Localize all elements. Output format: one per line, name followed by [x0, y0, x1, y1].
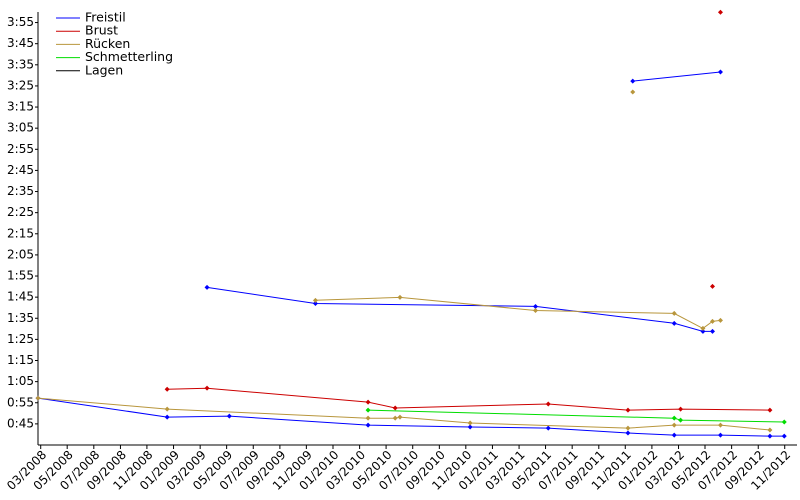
- point: [392, 405, 398, 411]
- point: [671, 432, 677, 438]
- point: [781, 419, 787, 425]
- point: [700, 325, 706, 331]
- point: [678, 406, 684, 412]
- point: [671, 310, 677, 316]
- point: [164, 386, 170, 392]
- series-line: [368, 409, 785, 423]
- point: [467, 424, 473, 430]
- point: [545, 401, 551, 407]
- point: [700, 328, 706, 334]
- point: [164, 414, 170, 420]
- y-tick-label: 2:45: [7, 163, 34, 177]
- point: [164, 406, 170, 412]
- legend-label: Rücken: [85, 36, 130, 51]
- point: [709, 283, 715, 289]
- point: [392, 415, 398, 421]
- point: [671, 415, 677, 421]
- point: [365, 407, 371, 413]
- y-tick-label: 1:35: [7, 311, 34, 325]
- point: [767, 427, 773, 433]
- point: [709, 318, 715, 324]
- point: [532, 303, 538, 309]
- point: [630, 78, 636, 84]
- point: [532, 307, 538, 313]
- point: [709, 328, 715, 334]
- series-line: [37, 296, 770, 431]
- point: [365, 422, 371, 428]
- y-tick-label: 2:55: [7, 142, 34, 156]
- point: [717, 432, 723, 438]
- point: [365, 399, 371, 405]
- y-tick-label: 3:25: [7, 78, 34, 92]
- point: [717, 9, 723, 15]
- point: [630, 89, 636, 95]
- y-tick-label: 3:15: [7, 100, 34, 114]
- point: [625, 407, 631, 413]
- point: [717, 69, 723, 75]
- y-tick-label: 0:45: [7, 416, 34, 430]
- y-tick-label: 3:45: [7, 36, 34, 50]
- point: [204, 284, 210, 290]
- y-tick-label: 3:35: [7, 57, 34, 71]
- legend-label: Schmetterling: [85, 49, 173, 64]
- point: [671, 422, 677, 428]
- legend-label: Brust: [85, 23, 118, 38]
- series-line: [167, 12, 770, 410]
- point: [678, 417, 684, 423]
- point: [625, 425, 631, 431]
- legend-label: Lagen: [85, 62, 123, 77]
- point: [671, 320, 677, 326]
- point: [397, 294, 403, 300]
- point: [717, 422, 723, 428]
- point: [312, 300, 318, 306]
- legend-label: Freistil: [85, 10, 126, 25]
- point: [625, 430, 631, 436]
- point: [767, 407, 773, 413]
- y-tick-label: 2:15: [7, 226, 34, 240]
- point: [35, 395, 41, 401]
- y-tick-label: 1:45: [7, 290, 34, 304]
- y-tick-label: 3:55: [7, 15, 34, 29]
- point: [312, 297, 318, 303]
- y-tick-label: 1:55: [7, 269, 34, 283]
- y-tick-label: 1:05: [7, 374, 34, 388]
- y-tick-label: 2:05: [7, 247, 34, 261]
- point: [781, 433, 787, 439]
- y-tick-label: 2:35: [7, 184, 34, 198]
- y-tick-label: 2:25: [7, 205, 34, 219]
- point: [545, 425, 551, 431]
- series-line: [37, 71, 785, 437]
- y-tick-label: 3:05: [7, 121, 34, 135]
- point: [204, 385, 210, 391]
- point: [467, 420, 473, 426]
- point: [397, 414, 403, 420]
- point: [365, 415, 371, 421]
- y-tick-label: 1:25: [7, 332, 34, 346]
- y-tick-label: 1:15: [7, 353, 34, 367]
- point: [226, 413, 232, 419]
- y-tick-label: 0:55: [7, 395, 34, 409]
- point: [717, 317, 723, 323]
- point: [767, 433, 773, 439]
